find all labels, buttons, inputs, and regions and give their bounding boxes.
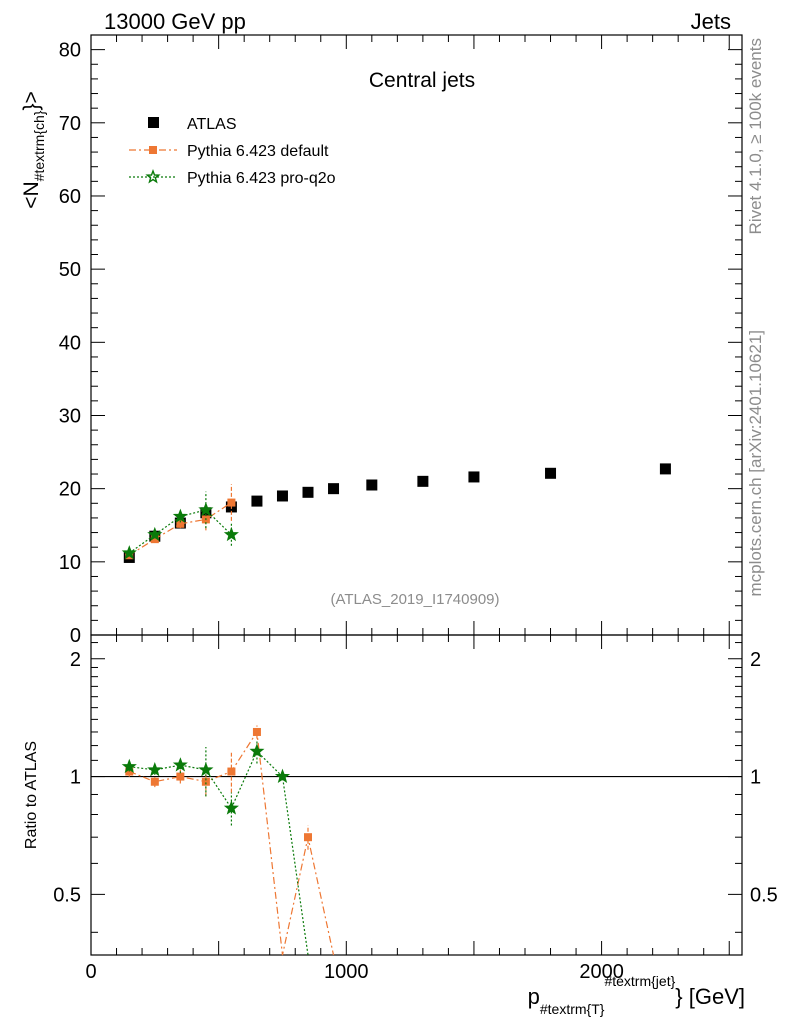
proq2o-point <box>121 545 137 560</box>
default-point <box>227 498 236 507</box>
ratio-proq2o-point <box>121 758 137 774</box>
main-ytick-label: 10 <box>59 552 81 574</box>
atlas-point <box>366 479 378 491</box>
mcplots-label: mcplots.cern.ch [arXiv:2401.10621] <box>746 330 765 596</box>
proq2o-point <box>223 526 239 542</box>
main-ytick-label: 30 <box>59 405 81 427</box>
ratio-ytick-label-right: 1 <box>750 767 761 789</box>
ratio-default-point <box>176 772 185 781</box>
ratio-ytick-label-right: 2 <box>750 649 761 671</box>
ratio-ytick-label: 1 <box>70 767 81 789</box>
default-point <box>150 535 159 544</box>
legend-label-proq2o: Pythia 6.423 pro-q2o <box>187 170 336 187</box>
rivet-label: Rivet 4.1.0, ≥ 100k events <box>746 38 765 234</box>
xtick-label: 2000 <box>579 961 624 983</box>
ratio-default-point <box>252 727 261 736</box>
ratio-proq2o-point <box>147 761 163 777</box>
ratio-axis-ticks: 0.5 0.5 1 1 2 2 0 1000 2000 <box>53 635 778 983</box>
ratio-proq2o-point <box>198 761 214 777</box>
legend: ATLAS Pythia 6.423 default Pythia 6.423 … <box>129 116 336 187</box>
analysis-id: (ATLAS_2019_I1740909) <box>330 591 499 608</box>
ratio-ytick-label: 0.5 <box>53 884 81 906</box>
chart-title: Central jets <box>369 69 475 92</box>
proq2o-point <box>198 501 214 517</box>
main-ytick-label: 20 <box>59 479 81 501</box>
proq2o-point <box>147 526 163 542</box>
atlas-point <box>302 486 314 498</box>
ratio-proq2o-point <box>274 768 291 783</box>
ratio-proq2o-point <box>223 800 239 815</box>
ratio-proq2o-point <box>249 743 265 758</box>
ratio-line-1 <box>129 750 309 956</box>
main-ylabel: <N#textrm{ch}}> <box>20 91 47 209</box>
atlas-point <box>417 475 429 487</box>
atlas-point <box>545 467 557 479</box>
ratio-default-point <box>201 777 210 786</box>
ratio-default-point <box>304 833 312 842</box>
atlas-point <box>251 495 263 507</box>
ratio-series <box>121 725 335 956</box>
ratio-ytick-label-right: 0.5 <box>750 884 778 906</box>
main-ytick-label: 70 <box>59 113 81 135</box>
ratio-panel: 0.5 0.5 1 1 2 2 0 1000 2000 Ratio to ATLAS <box>23 634 778 983</box>
atlas-point <box>659 463 671 475</box>
atlas-point <box>468 471 480 483</box>
legend-label-atlas: ATLAS <box>187 116 237 133</box>
main-ytick-label: 40 <box>59 332 81 354</box>
legend-marker-default <box>149 146 157 154</box>
xlabel: p#textrm{T}#textrm{jet}} [GeV] <box>528 973 745 1017</box>
main-ytick-label: 50 <box>59 259 81 281</box>
ratio-ylabel: Ratio to ATLAS <box>23 741 40 849</box>
header-left: 13000 GeV pp <box>104 9 246 34</box>
main-ytick-label: 0 <box>70 625 81 647</box>
series-line-1 <box>128 502 232 556</box>
ratio-default-point <box>227 767 236 776</box>
atlas-point <box>328 483 340 495</box>
series-line-2 <box>128 509 232 554</box>
legend-marker-atlas <box>148 117 159 128</box>
ratio-proq2o-point <box>172 757 188 772</box>
main-ylabel-text: <N#textrm{ch}}> <box>20 91 47 209</box>
ratio-default-point <box>150 777 159 786</box>
main-ytick-label: 60 <box>59 186 81 208</box>
xtick-label: 0 <box>85 961 96 983</box>
main-axis-ticks: 0 10 20 30 40 50 60 70 80 <box>59 35 742 647</box>
main-ytick-label: 80 <box>59 40 81 62</box>
xtick-label: 1000 <box>324 961 369 983</box>
atlas-point <box>276 490 288 502</box>
header-right: Jets <box>691 9 731 34</box>
legend-marker-proq2o <box>145 169 161 184</box>
proq2o-point <box>172 508 188 523</box>
main-series <box>121 463 671 563</box>
default-point <box>176 519 185 528</box>
ratio-frame <box>90 634 743 956</box>
main-panel: 0 10 20 30 40 50 60 70 80 Central jets (ATLAS_20… <box>20 34 743 647</box>
legend-label-default: Pythia 6.423 default <box>187 143 329 160</box>
ratio-ytick-label: 2 <box>70 649 81 671</box>
